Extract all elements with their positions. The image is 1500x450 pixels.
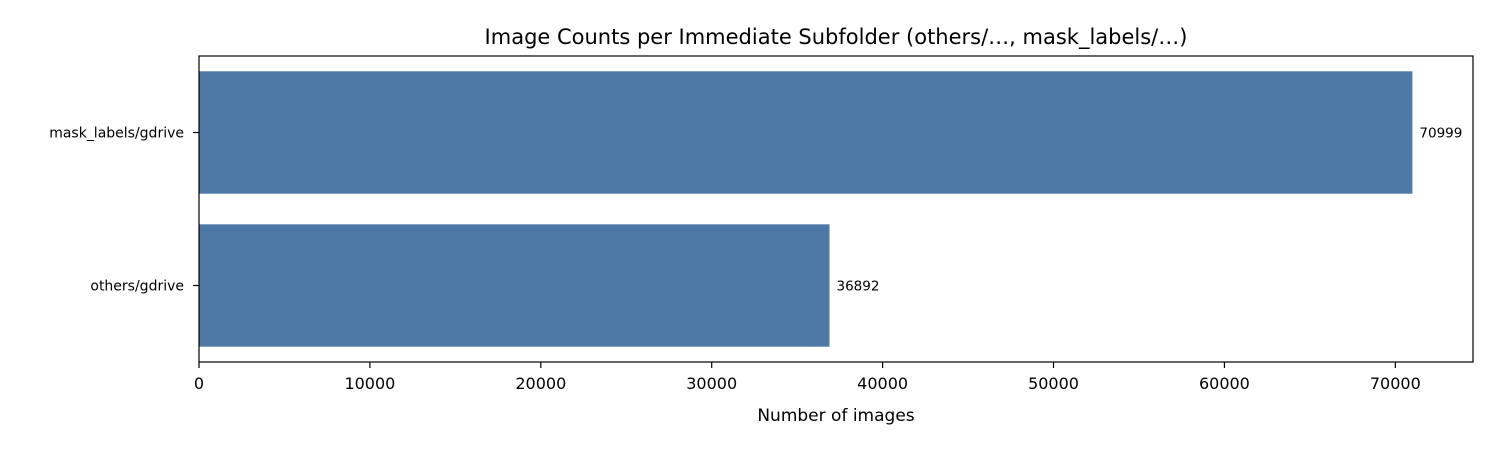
x-tick-label: 60000 (1199, 374, 1250, 393)
x-tick-label: 0 (194, 374, 204, 393)
y-axis: mask_labels/gdrive others/gdrive (49, 126, 199, 295)
bar-others-gdrive (199, 224, 830, 347)
y-tick-label: others/gdrive (90, 279, 184, 295)
data-label: 36892 (836, 279, 879, 295)
chart-title: Image Counts per Immediate Subfolder (ot… (485, 25, 1188, 50)
x-tick-label: 20000 (515, 374, 566, 393)
data-label: 70999 (1419, 126, 1462, 142)
bar-mask-labels-gdrive (199, 71, 1413, 194)
x-axis-label: Number of images (757, 406, 914, 426)
plot-frame (198, 55, 1474, 363)
x-tick-label: 70000 (1370, 374, 1421, 393)
x-tick-label: 40000 (857, 374, 908, 393)
y-tick-label: mask_labels/gdrive (49, 126, 184, 142)
data-labels-group: 70999 36892 (836, 126, 1462, 295)
x-tick-label: 10000 (344, 374, 395, 393)
x-tick-label: 30000 (686, 374, 737, 393)
bars-group (199, 71, 1413, 347)
x-tick-label: 50000 (1028, 374, 1079, 393)
x-axis: 0 10000 20000 30000 40000 50000 60000 70000 (194, 362, 1421, 393)
